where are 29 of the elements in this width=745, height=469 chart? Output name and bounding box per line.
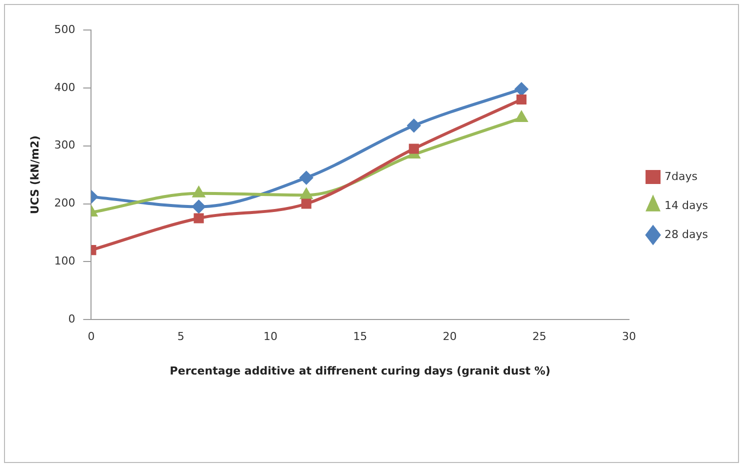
x-tick-label: 0 (88, 330, 95, 344)
x-tick-label: 30 (622, 330, 636, 344)
x-tick-label: 10 (263, 330, 278, 344)
legend-label: 7days (664, 170, 698, 183)
point (192, 186, 205, 198)
y-tick-label: 0 (68, 312, 76, 326)
y-tick-label: 100 (54, 254, 76, 268)
x-tick-label: 15 (353, 330, 368, 344)
point (514, 82, 528, 96)
point (192, 200, 206, 214)
point (407, 119, 420, 132)
point (408, 144, 419, 154)
legend-label: 14 days (664, 198, 708, 212)
legend-label: 28 days (664, 228, 708, 241)
point (300, 188, 312, 200)
point (300, 171, 313, 184)
point (301, 198, 312, 209)
point (516, 112, 528, 122)
y-axis-title: UCS (kN/m2) (28, 135, 42, 214)
x-tick-label: 20 (442, 330, 457, 344)
y-tick-label: 200 (54, 196, 76, 210)
point (194, 213, 204, 224)
x-tick-label: 5 (177, 330, 184, 344)
y-tick-label: 400 (54, 80, 76, 94)
point (516, 94, 527, 105)
x-axis-title: Percentage additive at diffrenent curing days (granit dust %) (170, 364, 550, 378)
x-tick-label: 25 (532, 330, 546, 344)
y-tick-label: 500 (54, 22, 76, 36)
y-tick-label: 300 (54, 138, 76, 152)
